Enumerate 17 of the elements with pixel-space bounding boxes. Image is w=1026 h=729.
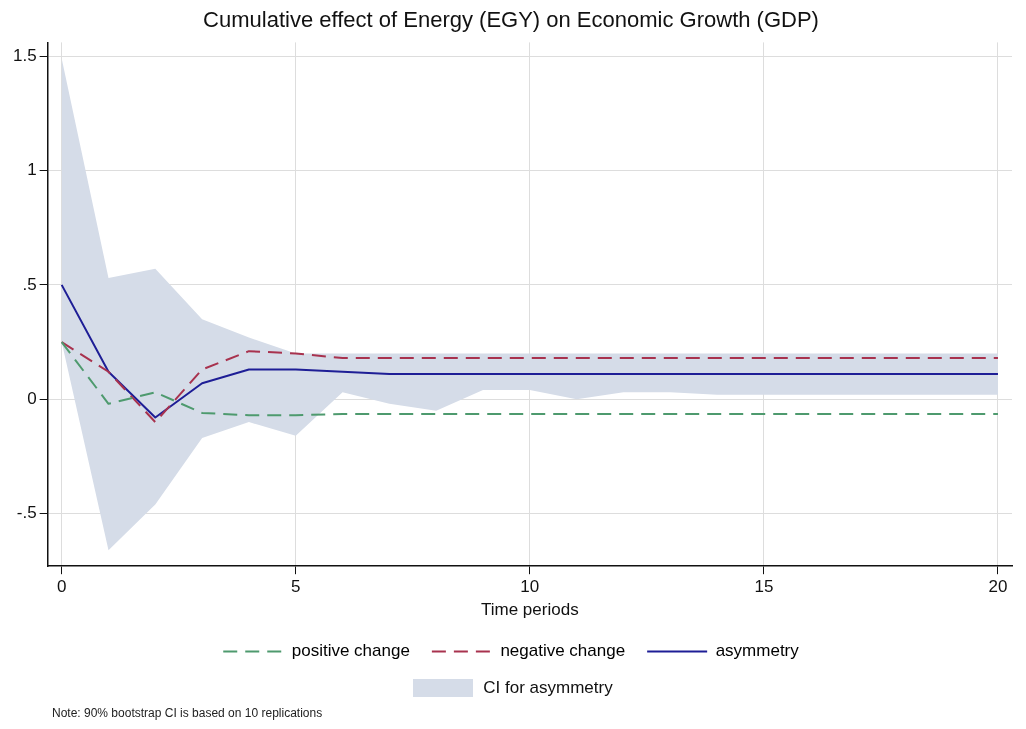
legend-label: positive change <box>291 641 410 661</box>
y-tick-label: 1.5 <box>12 45 37 65</box>
text: Note: 90% bootstrap CI is based on 10 replications <box>52 706 323 720</box>
y-tick-label: -.5 <box>16 503 37 523</box>
x-tick-label: 5 <box>291 577 301 597</box>
legend-label: asymmetry <box>715 641 800 661</box>
x-tick-label: 20 <box>988 577 1008 597</box>
text: CI for asymmetry <box>483 678 613 698</box>
x-tick-label: 10 <box>520 577 540 597</box>
x-tick-label: 0 <box>56 577 67 597</box>
x-axis-title: Time periods <box>481 600 579 620</box>
legend-label: negative change <box>500 641 626 661</box>
chart-title: Cumulative effect of Energy (EGY) on Economic Growth (GDP) <box>203 7 819 33</box>
y-tick-label: 1 <box>27 160 37 180</box>
y-tick-label: .5 <box>22 274 37 294</box>
x-tick-label: 15 <box>754 577 774 597</box>
y-tick-label: 0 <box>27 388 37 408</box>
